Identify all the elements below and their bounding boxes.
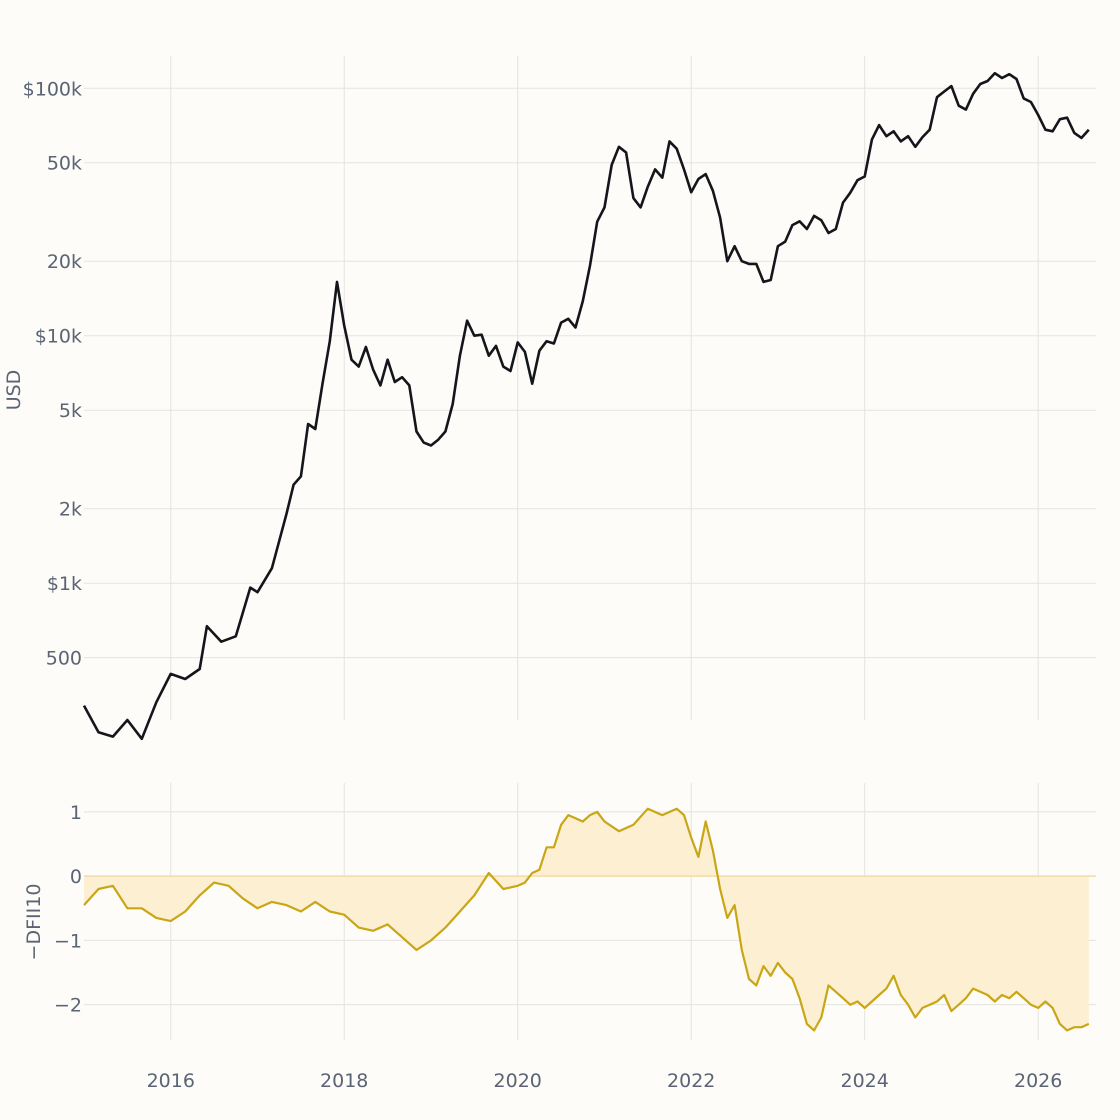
x-tick-label-2016: 2016 [147, 1070, 195, 1092]
price-y-axis-label: USD [3, 370, 25, 411]
price-panel: USD 500 $1k 2k 5k $10k 20k 50k $100k [3, 56, 1096, 741]
x-tick-label-2026: 2026 [1014, 1070, 1062, 1092]
price-line [82, 71, 1090, 741]
price-y-tick-label: 500 [46, 648, 82, 670]
dfii10-y-axis-label: −DFII10 [23, 884, 45, 961]
dfii10-line [83, 807, 1090, 1032]
price-gridlines [84, 56, 1096, 720]
price-y-ticks: 500 $1k 2k 5k $10k 20k 50k $100k [23, 78, 82, 669]
x-tick-label-2022: 2022 [667, 1070, 715, 1092]
price-y-tick-label: 50k [47, 153, 82, 175]
dfii10-area-fill [84, 808, 1089, 1031]
price-y-tick-label: $100k [23, 78, 82, 100]
dfii10-panel: −DFII10 1 0 −1 −2 2016 2018 2020 2022 2024 2026 [23, 783, 1096, 1092]
x-ticks: 2016 2018 2020 2022 2024 2026 [147, 1070, 1063, 1092]
dfii10-y-ticks: 1 0 −1 −2 [54, 802, 82, 1017]
price-y-tick-label: $1k [47, 573, 82, 595]
price-y-tick-label: $10k [35, 326, 82, 348]
dfii10-y-tick-label: −1 [54, 930, 82, 952]
dfii10-y-tick-label: −2 [54, 995, 82, 1017]
dfii10-y-tick-label: 1 [70, 802, 82, 824]
price-y-tick-label: 20k [47, 251, 82, 273]
x-tick-label-2020: 2020 [494, 1070, 542, 1092]
x-tick-label-2018: 2018 [320, 1070, 368, 1092]
price-y-tick-label: 2k [59, 499, 82, 521]
dfii10-y-tick-label: 0 [70, 866, 82, 888]
x-tick-label-2024: 2024 [841, 1070, 889, 1092]
price-y-tick-label: 5k [59, 400, 82, 422]
